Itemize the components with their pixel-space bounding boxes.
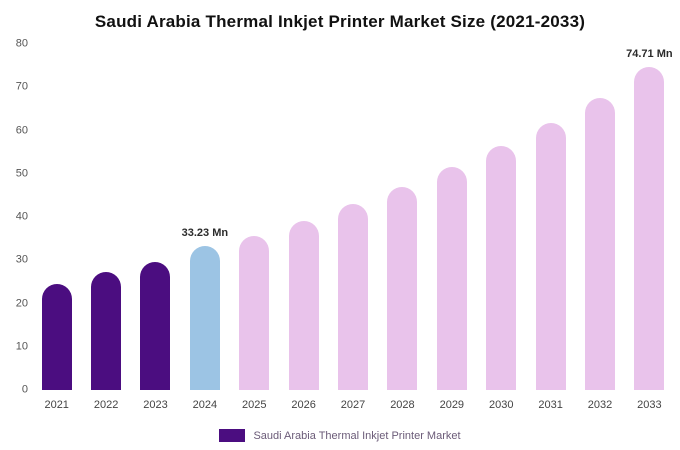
x-axis-label: 2028 bbox=[390, 399, 415, 411]
bar-2027 bbox=[338, 204, 369, 390]
y-axis-tick-label: 60 bbox=[15, 124, 28, 136]
bar-2032 bbox=[584, 97, 615, 390]
bar-2029 bbox=[436, 167, 467, 390]
y-axis-tick-label: 0 bbox=[21, 383, 28, 396]
bar-2028 bbox=[387, 187, 418, 390]
x-axis-label: 2026 bbox=[291, 399, 316, 411]
bar-group-2030: 2030 bbox=[477, 44, 526, 411]
chart-area: 0 10 20 30 40 50 60 70 80 2021 2022 2023 2024 33.23 … bbox=[6, 38, 674, 411]
legend-swatch bbox=[219, 429, 246, 442]
bar-2022 bbox=[91, 272, 122, 390]
x-axis-label: 2032 bbox=[587, 399, 613, 411]
x-axis-label: 2029 bbox=[439, 399, 465, 411]
bar-2023 bbox=[140, 261, 171, 390]
bar-2021 bbox=[41, 284, 72, 390]
bar-value-annotation: 33.23 Mn bbox=[181, 227, 229, 240]
x-axis-label: 2033 bbox=[637, 399, 662, 411]
bar-group-2024: 2024 33.23 Mn bbox=[180, 44, 229, 411]
bar-group-2023: 2023 bbox=[131, 44, 180, 411]
x-axis-label: 2024 bbox=[192, 399, 218, 411]
bar-2026 bbox=[288, 221, 319, 390]
bar-group-2027: 2027 bbox=[328, 44, 377, 411]
bar-2033 bbox=[634, 66, 665, 390]
bar-group-2029: 2029 bbox=[427, 44, 476, 411]
bar-2025 bbox=[239, 236, 270, 390]
x-axis-label: 2025 bbox=[242, 399, 267, 411]
bar-group-2025: 2025 bbox=[230, 44, 279, 411]
legend-label: Saudi Arabia Thermal Inkjet Printer Mark… bbox=[253, 429, 461, 442]
x-axis-label: 2023 bbox=[143, 399, 168, 411]
plot-area: 2021 2022 2023 2024 33.23 Mn 2025 2026 2027 2028… bbox=[32, 44, 674, 411]
bar-2031 bbox=[535, 122, 566, 390]
bar-value-annotation: 74.71 Mn bbox=[626, 47, 673, 60]
y-axis-tick-label: 20 bbox=[15, 297, 28, 309]
chart-title: Saudi Arabia Thermal Inkjet Printer Mark… bbox=[94, 12, 586, 31]
x-axis-label: 2031 bbox=[538, 399, 563, 411]
legend: Saudi Arabia Thermal Inkjet Printer Mark… bbox=[0, 429, 680, 442]
bar-group-2028: 2028 bbox=[378, 44, 427, 411]
bar-group-2033: 2033 74.71 Mn bbox=[625, 44, 674, 411]
bar-group-2022: 2022 bbox=[81, 44, 130, 411]
bar-2024 bbox=[189, 246, 220, 390]
y-axis-tick-label: 80 bbox=[15, 37, 28, 50]
x-axis-label: 2021 bbox=[44, 399, 69, 411]
y-axis-tick-label: 50 bbox=[15, 167, 28, 180]
bar-group-2021: 2021 bbox=[32, 44, 81, 411]
bar-group-2031: 2031 bbox=[526, 44, 575, 411]
y-axis-tick-label: 40 bbox=[15, 210, 28, 223]
y-axis: 0 10 20 30 40 50 60 70 80 bbox=[6, 38, 32, 395]
bar-group-2032: 2032 bbox=[575, 44, 624, 411]
y-axis-tick-label: 30 bbox=[15, 253, 28, 266]
x-axis-label: 2027 bbox=[340, 399, 366, 411]
y-axis-tick-label: 70 bbox=[15, 80, 28, 93]
x-axis-label: 2030 bbox=[488, 399, 514, 411]
bar-group-2026: 2026 bbox=[279, 44, 328, 411]
y-axis-tick-label: 10 bbox=[15, 340, 28, 353]
bar-2030 bbox=[486, 146, 517, 390]
x-axis-label: 2022 bbox=[93, 399, 119, 411]
